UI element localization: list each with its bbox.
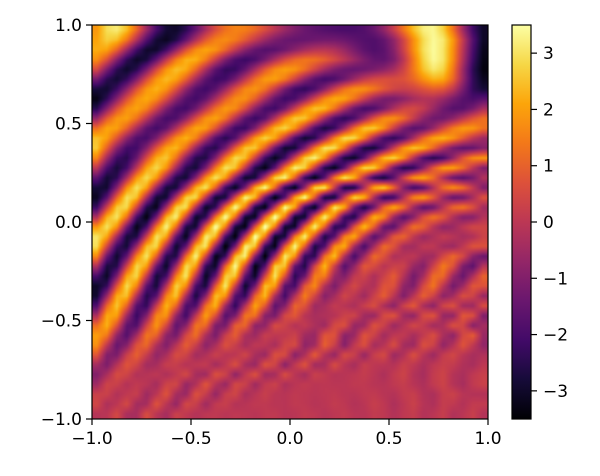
x-axis: −1.0 −0.5 0.0 0.5 1.0 — [71, 419, 502, 449]
colorbar-tick-label: 2 — [543, 100, 554, 120]
y-axis: −1.0 −0.5 0.0 0.5 1.0 — [41, 16, 92, 430]
colorbar-tick-label: 1 — [543, 157, 554, 177]
y-tick-label: −1.0 — [41, 410, 82, 430]
colorbar-tick-label: −1 — [543, 269, 568, 289]
colorbar-gradient — [512, 25, 531, 419]
colorbar-tick-label: −2 — [543, 326, 568, 346]
x-tick-label: −0.5 — [170, 429, 211, 449]
y-tick-label: −0.5 — [41, 312, 82, 332]
x-tick-label: −1.0 — [71, 429, 112, 449]
heatmap-image — [92, 25, 488, 419]
x-tick-label: 0.0 — [276, 429, 303, 449]
colorbar-tick-label: −3 — [543, 382, 568, 402]
colorbar: −3 −2 −1 0 1 2 3 — [511, 24, 568, 420]
colorbar-axis: −3 −2 −1 0 1 2 3 — [531, 44, 568, 402]
x-tick-label: 1.0 — [474, 429, 501, 449]
colorbar-tick-label: 3 — [543, 44, 554, 64]
y-tick-label: 1.0 — [55, 16, 82, 36]
y-tick-label: 0.5 — [55, 115, 82, 135]
x-tick-label: 0.5 — [375, 429, 402, 449]
colorbar-tick-label: 0 — [543, 213, 554, 233]
heatmap-area — [92, 25, 488, 419]
y-tick-label: 0.0 — [55, 213, 82, 233]
